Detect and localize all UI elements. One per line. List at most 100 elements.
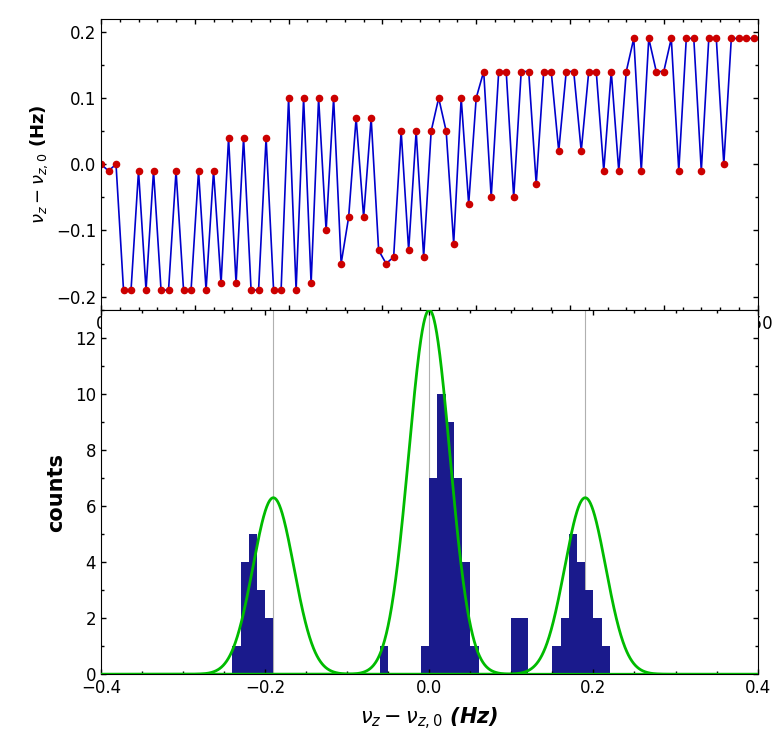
Point [688,33,700,44]
Point [515,66,528,78]
Point [162,285,175,296]
Point [583,66,595,78]
Point [155,285,167,296]
Point [507,191,520,203]
Point [620,66,632,78]
Bar [249,534,257,674]
Point [95,159,107,170]
Bar [241,562,249,674]
Bar [560,618,569,674]
Point [395,125,407,137]
Point [275,285,287,296]
Point [545,66,557,78]
Bar [446,422,454,674]
Point [110,159,122,170]
Point [673,165,685,177]
Bar [421,646,429,674]
Point [103,165,115,177]
Point [320,225,333,236]
Point [200,285,212,296]
Point [117,285,130,296]
Point [185,285,197,296]
Point [350,112,362,124]
Point [222,132,235,144]
Point [590,66,602,78]
Point [478,66,490,78]
Point [237,132,249,144]
Point [635,165,647,177]
Bar [265,618,274,674]
Point [665,33,678,44]
Bar [569,534,577,674]
Point [485,191,497,203]
Point [148,165,160,177]
Bar [585,591,594,674]
Point [170,165,183,177]
Bar [520,618,528,674]
Point [298,92,310,104]
Point [335,258,347,270]
Point [140,285,152,296]
Point [628,33,640,44]
Point [567,66,580,78]
Y-axis label: $\nu_z - \nu_{z,0}$ (Hz): $\nu_z - \nu_{z,0}$ (Hz) [29,104,51,224]
Point [538,66,550,78]
Point [417,251,430,263]
Point [433,92,445,104]
Point [500,66,512,78]
Point [612,165,625,177]
X-axis label: time (min): time (min) [364,344,495,364]
Point [470,92,483,104]
Point [650,66,663,78]
Point [448,238,460,250]
Bar [257,591,265,674]
Bar [577,562,585,674]
Bar [437,394,446,674]
Point [440,125,452,137]
Point [725,33,737,44]
Point [522,66,535,78]
Point [230,278,242,290]
Bar [454,478,462,674]
Bar [232,646,241,674]
Bar [594,618,601,674]
Point [388,251,400,263]
Bar [470,646,479,674]
Point [598,165,610,177]
Point [290,285,302,296]
Y-axis label: counts: counts [47,453,67,531]
Point [365,112,378,124]
Point [380,258,392,270]
Point [402,245,415,256]
Point [327,92,340,104]
Point [125,285,138,296]
X-axis label: $\nu_z-\nu_{z,0}$ (Hz): $\nu_z-\nu_{z,0}$ (Hz) [361,705,498,731]
Point [245,285,257,296]
Bar [601,646,610,674]
Point [305,278,317,290]
Point [253,285,265,296]
Point [740,33,753,44]
Point [552,145,565,157]
Point [733,33,745,44]
Point [132,165,145,177]
Point [267,285,280,296]
Point [357,211,370,223]
Point [177,285,190,296]
Point [605,66,618,78]
Point [455,92,468,104]
Point [493,66,505,78]
Point [718,159,730,170]
Point [207,165,220,177]
Point [282,92,294,104]
Point [680,33,692,44]
Bar [552,646,561,674]
Point [372,245,385,256]
Point [560,66,573,78]
Point [695,165,708,177]
Point [575,145,587,157]
Point [657,66,670,78]
Point [260,132,272,144]
Bar [462,562,470,674]
Point [343,211,355,223]
